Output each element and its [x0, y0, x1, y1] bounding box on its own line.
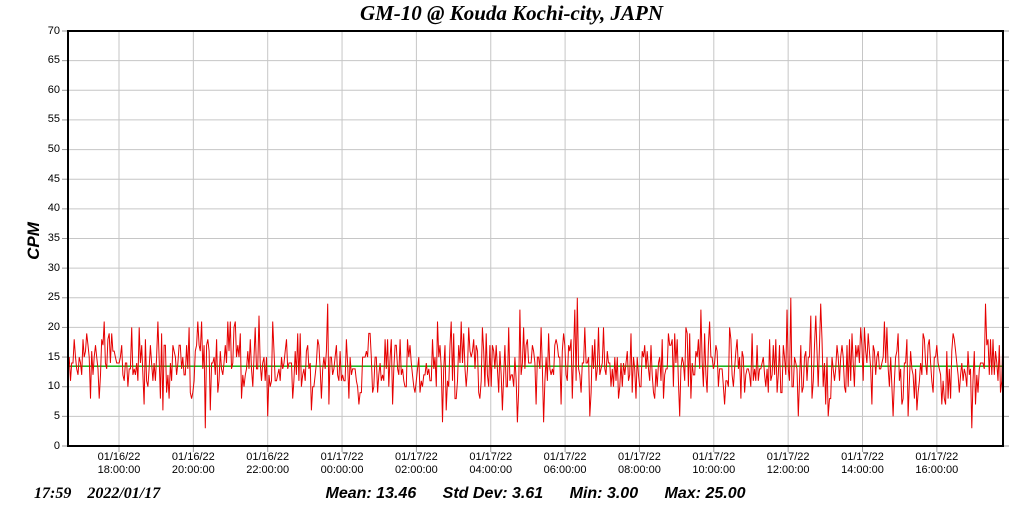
y-tick-label: 30: [47, 261, 60, 274]
x-tick-time: 08:00:00: [618, 464, 661, 476]
x-tick-time: 20:00:00: [171, 464, 215, 476]
x-tick-date: 01/16/22: [97, 451, 141, 463]
plot-frame: [67, 30, 1004, 447]
y-tick-label: 15: [47, 350, 60, 363]
x-tick-date: 01/16/22: [171, 451, 215, 463]
y-tick-label: 20: [47, 320, 60, 333]
stats-line: Mean: 13.46 Std Dev: 3.61 Min: 3.00 Max:…: [68, 485, 1003, 503]
x-tick-label: 01/17/22 08:00:00: [599, 451, 679, 477]
x-tick-label: 01/16/22 22:00:00: [228, 451, 308, 477]
x-tick-date: 01/17/22: [543, 451, 587, 463]
x-tick-date: 01/17/22: [915, 451, 959, 463]
x-tick-label: 01/16/22 18:00:00: [79, 451, 159, 477]
y-tick-label: 10: [47, 380, 60, 393]
y-tick-label: 65: [47, 54, 60, 67]
x-tick-time: 10:00:00: [692, 464, 736, 476]
x-tick-label: 01/17/22 02:00:00: [376, 451, 456, 477]
stat-min: Min: 3.00: [569, 485, 639, 502]
x-tick-label: 01/17/22 06:00:00: [525, 451, 605, 477]
x-tick-date: 01/17/22: [320, 451, 364, 463]
x-tick-time: 12:00:00: [766, 464, 810, 476]
x-tick-label: 01/17/22 14:00:00: [823, 451, 903, 477]
y-tick-label: 0: [53, 439, 60, 452]
x-tick-label: 01/16/22 20:00:00: [153, 451, 233, 477]
y-tick-label: 5: [53, 409, 60, 422]
data-series-cpm: [67, 297, 1004, 429]
x-tick-time: 04:00:00: [469, 464, 513, 476]
y-tick-label: 50: [47, 143, 60, 156]
x-tick-time: 18:00:00: [97, 464, 141, 476]
x-tick-label: 01/17/22 04:00:00: [451, 451, 531, 477]
x-tick-date: 01/16/22: [246, 451, 290, 463]
x-tick-date: 01/17/22: [469, 451, 513, 463]
footer-time: 17:59: [34, 485, 72, 502]
y-tick-label: 60: [47, 83, 60, 96]
stat-stddev: Std Dev: 3.61: [442, 485, 544, 502]
x-tick-date: 01/17/22: [618, 451, 661, 463]
x-tick-label: 01/17/22 00:00:00: [302, 451, 382, 477]
y-tick-label: 55: [47, 113, 60, 126]
x-tick-time: 22:00:00: [246, 464, 290, 476]
x-tick-date: 01/17/22: [766, 451, 810, 463]
x-tick-time: 06:00:00: [543, 464, 587, 476]
y-tick-label: 25: [47, 291, 60, 304]
y-tick-label: 70: [47, 24, 60, 37]
x-tick-date: 01/17/22: [394, 451, 438, 463]
x-tick-label: 01/17/22 12:00:00: [748, 451, 828, 477]
stat-mean: Mean: 13.46: [325, 485, 417, 502]
x-tick-label: 01/17/22 10:00:00: [674, 451, 754, 477]
x-tick-time: 00:00:00: [320, 464, 364, 476]
y-tick-label: 40: [47, 202, 60, 215]
footer-date: 2022/01/17: [87, 485, 161, 502]
y-tick-label: 45: [47, 172, 60, 185]
x-tick-time: 02:00:00: [394, 464, 438, 476]
y-tick-label: 35: [47, 232, 60, 244]
stat-max: Max: 25.00: [664, 485, 746, 502]
x-tick-time: 16:00:00: [915, 464, 959, 476]
chart-title: GM-10 @ Kouda Kochi-city, JAPN: [359, 1, 664, 25]
timestamp: 17:59 2022/01/17: [34, 485, 160, 503]
x-tick-date: 01/17/22: [692, 451, 736, 463]
x-tick-label: 01/17/22 16:00:00: [897, 451, 977, 477]
x-tick-time: 14:00:00: [841, 464, 884, 476]
x-tick-date: 01/17/22: [841, 451, 884, 463]
